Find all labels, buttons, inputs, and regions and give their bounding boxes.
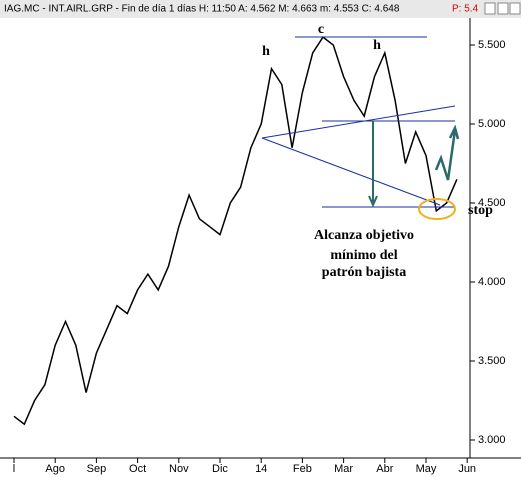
arrow-head <box>368 195 378 208</box>
x-tick-label: Feb <box>293 463 312 475</box>
x-tick-label: Jun <box>458 463 476 475</box>
price-line <box>13 36 458 426</box>
drawings <box>261 36 460 220</box>
highlight-circle <box>418 198 456 220</box>
header-bar <box>0 0 521 18</box>
x-tick-label: Dic <box>212 463 228 475</box>
title-extra: P: 5.4 <box>452 4 479 15</box>
annotation: c <box>318 22 324 37</box>
arrow <box>434 129 457 181</box>
x-tick-label: Nov <box>169 463 189 475</box>
x-tick-label: Ago <box>45 463 65 475</box>
y-tick-label: 5.000 <box>478 118 506 130</box>
window-button[interactable] <box>497 2 509 15</box>
annotation: Alcanza objetivo <box>314 228 414 243</box>
x-tick-label: May <box>416 463 437 475</box>
trend-line <box>261 137 441 206</box>
plot-area <box>13 36 458 426</box>
chart-title: IAG.MC - INT.AIRL.GRP - Fin de día 1 día… <box>4 4 400 15</box>
y-tick-label: 5.500 <box>478 39 506 51</box>
y-tick-label: 3.500 <box>478 355 506 367</box>
arrow-head <box>448 124 460 140</box>
window-button[interactable] <box>509 2 521 15</box>
annotation: h <box>373 38 381 53</box>
annotation: stop <box>468 203 493 218</box>
y-tick-label: 3.000 <box>478 434 506 446</box>
annotation: patrón bajista <box>322 265 406 280</box>
x-tick-label: Oct <box>129 463 146 475</box>
x-tick-label: 14 <box>255 463 267 475</box>
y-tick-label: 4.000 <box>478 276 506 288</box>
annotation: h <box>262 44 270 59</box>
x-tick-label: Abr <box>376 463 393 475</box>
x-tick-label: l <box>13 463 15 475</box>
window-button[interactable] <box>484 2 496 15</box>
trend-line <box>261 105 456 139</box>
annotation: mínimo del <box>330 248 397 263</box>
y-tick-label: 4.500 <box>478 197 506 209</box>
x-tick-label: Mar <box>334 463 353 475</box>
x-tick-label: Sep <box>87 463 107 475</box>
